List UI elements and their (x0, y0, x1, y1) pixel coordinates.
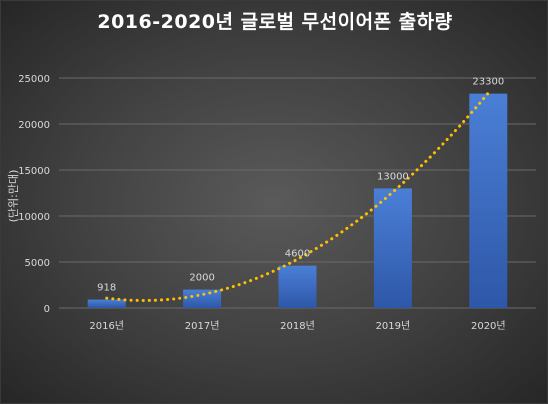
data-label: 4600 (285, 249, 310, 260)
x-tick-label: 2017년 (185, 320, 220, 332)
x-tick-label: 2018년 (280, 320, 315, 332)
y-tick-label: 20000 (18, 120, 50, 131)
x-tick-label: 2019년 (376, 320, 411, 332)
data-label: 23300 (472, 77, 504, 88)
x-tick-label: 2016년 (89, 320, 124, 332)
x-tick-label: 2020년 (471, 320, 506, 332)
y-tick-label: 0 (44, 304, 50, 315)
bar (183, 289, 222, 308)
y-tick-label: 25000 (18, 74, 50, 85)
bar (373, 188, 412, 308)
y-tick-label: 15000 (18, 166, 50, 177)
y-tick-label: 5000 (25, 258, 50, 269)
data-label: 13000 (377, 171, 409, 182)
chart-title: 2016-2020년 글로벌 무선이어폰 출하량 (97, 11, 453, 33)
bar (469, 93, 508, 308)
data-label: 2000 (189, 273, 214, 284)
bar (278, 265, 317, 308)
data-label: 918 (97, 283, 116, 294)
bar (87, 299, 126, 308)
y-tick-label: 10000 (18, 212, 50, 223)
